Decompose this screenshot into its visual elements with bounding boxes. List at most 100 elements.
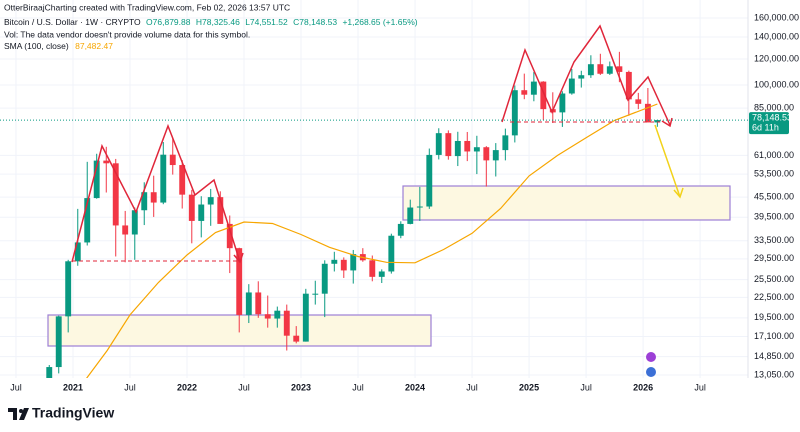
candle-body — [264, 314, 271, 319]
x-tick-label: Jul — [352, 382, 364, 392]
y-tick-label: 100,000.00 — [754, 79, 799, 89]
event-icon[interactable] — [646, 352, 656, 362]
candle-body — [511, 90, 518, 136]
candle-body — [654, 120, 661, 123]
x-tick-label: Jul — [694, 382, 706, 392]
x-tick-label: 2024 — [405, 382, 425, 392]
candle-body — [540, 81, 547, 110]
candle-body — [502, 135, 509, 151]
candle-body — [606, 66, 613, 74]
candle-body — [169, 154, 176, 166]
y-tick-label: 17,100.00 — [754, 331, 794, 341]
y-tick-label: 29,500.00 — [754, 253, 794, 263]
candle-body — [616, 66, 623, 72]
y-tick-label: 53,500.00 — [754, 168, 794, 178]
price-tag-countdown: 6d 11h — [752, 122, 779, 132]
candle-body — [407, 207, 414, 224]
x-tick-label: 2025 — [519, 382, 539, 392]
candle-body — [578, 75, 585, 79]
candle-body — [416, 206, 423, 208]
candle-body — [312, 293, 319, 295]
candle-body — [625, 71, 632, 100]
candle-body — [255, 292, 262, 315]
candle-body — [369, 260, 376, 277]
candle-body — [55, 316, 62, 368]
candle-body — [644, 103, 651, 123]
y-tick-label: 160,000.00 — [754, 12, 799, 22]
pattern-line — [501, 24, 673, 128]
candle-body — [226, 223, 233, 249]
candle-body — [388, 235, 395, 272]
candle-body — [597, 64, 604, 74]
support-zone — [402, 185, 731, 221]
candle-body — [150, 192, 157, 203]
candle-body — [568, 78, 575, 94]
candle-body — [236, 248, 243, 315]
x-tick-label: Jul — [10, 382, 22, 392]
candle-body — [103, 160, 110, 164]
y-tick-label: 45,500.00 — [754, 192, 794, 202]
candle-body — [122, 225, 129, 235]
candle-body — [397, 223, 404, 236]
y-tick-label: 33,500.00 — [754, 235, 794, 245]
brand-logo — [19, 409, 23, 413]
candle-body — [198, 204, 205, 221]
candle-body — [350, 254, 357, 271]
symbol-line: Bitcoin / U.S. Dollar · 1W · CRYPTO O76,… — [4, 17, 418, 27]
open: O76,879.88 — [146, 17, 191, 27]
candle-body — [74, 242, 81, 262]
candle-body — [464, 140, 471, 152]
candle-body — [84, 198, 91, 243]
brand: TradingView — [8, 405, 114, 421]
candle-body — [445, 133, 452, 157]
candle-body — [141, 192, 148, 211]
candle-body — [112, 163, 119, 226]
candles — [46, 51, 661, 378]
x-tick-label: 2022 — [177, 382, 197, 392]
change: +1,268.65 (+1.65%) — [342, 17, 417, 27]
projection-arrow — [654, 124, 684, 199]
x-tick-label: 2021 — [63, 382, 83, 392]
high: H78,325.46 — [196, 17, 240, 27]
candle-body — [559, 93, 566, 113]
sma-line: SMA (100, close) 87,482.47 — [4, 41, 113, 51]
x-tick-label: 2026 — [633, 382, 653, 392]
y-tick-label: 61,000.00 — [754, 150, 794, 160]
x-tick-label: Jul — [580, 382, 592, 392]
candle-body — [274, 310, 281, 319]
candle-body — [188, 194, 195, 221]
event-icon[interactable] — [646, 367, 656, 377]
price-tag — [749, 112, 789, 135]
pattern-line — [71, 123, 244, 264]
y-tick-label: 120,000.00 — [754, 53, 799, 63]
candle-body — [46, 367, 53, 378]
header: OtterBiraajCharting created with Trading… — [4, 2, 418, 51]
y-tick-label: 19,500.00 — [754, 312, 794, 322]
y-tick-label: 14,850.00 — [754, 351, 794, 361]
candle-body — [635, 99, 642, 104]
candle-body — [293, 335, 300, 342]
candle-body — [340, 259, 347, 271]
brand-logo — [8, 408, 29, 420]
credit: OtterBiraajCharting created with Trading… — [4, 2, 290, 12]
candle-body — [321, 263, 328, 294]
x-tick-label: Jul — [466, 382, 478, 392]
y-tick-label: 13,050.00 — [754, 369, 794, 379]
brand-name: TradingView — [32, 405, 114, 421]
candle-body — [65, 261, 72, 317]
candle-body — [302, 293, 309, 342]
candle-body — [473, 147, 480, 152]
candle-body — [217, 197, 224, 224]
x-tick-label: 2023 — [291, 382, 311, 392]
symbol: Bitcoin / U.S. Dollar · 1W · CRYPTO — [4, 17, 141, 27]
price-tag-value: 78,148.53 — [752, 112, 792, 122]
x-tick-label: Jul — [238, 382, 250, 392]
candle-body — [160, 154, 167, 203]
candle-body — [530, 81, 537, 95]
candle-body — [378, 271, 385, 277]
y-tick-label: 22,500.00 — [754, 292, 794, 302]
y-tick-label: 39,500.00 — [754, 212, 794, 222]
candle-body — [435, 133, 442, 155]
y-tick-label: 140,000.00 — [754, 31, 799, 41]
